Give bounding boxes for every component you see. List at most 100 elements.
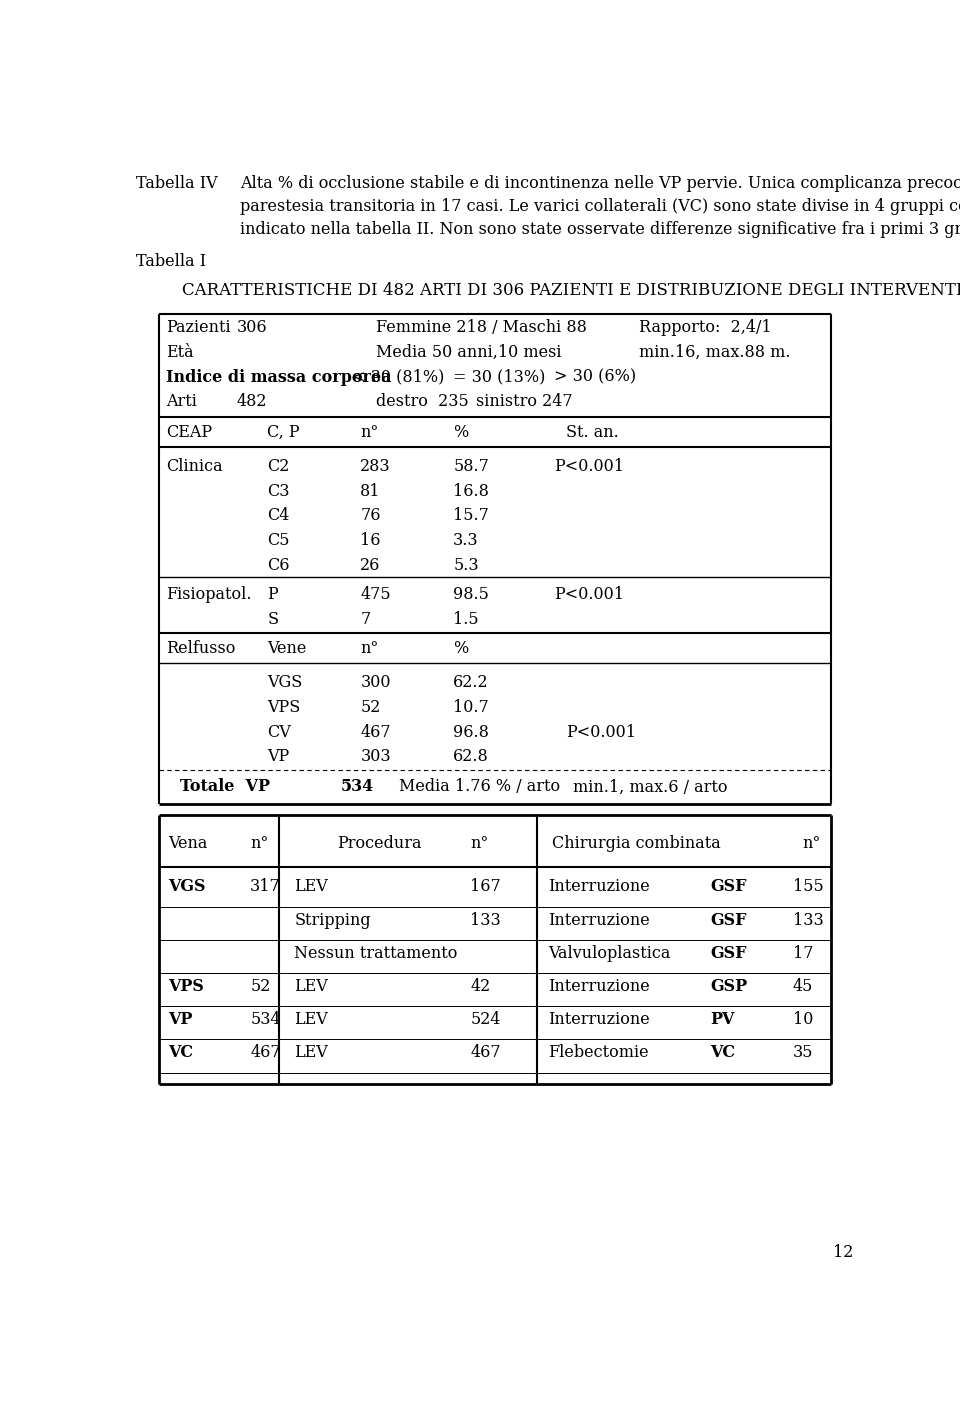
Text: 76: 76	[360, 507, 381, 524]
Text: 155: 155	[793, 879, 824, 896]
Text: Clinica: Clinica	[166, 459, 223, 476]
Text: GSF: GSF	[710, 911, 747, 928]
Text: GSF: GSF	[710, 879, 747, 896]
Text: Età: Età	[166, 345, 194, 362]
Text: VP: VP	[267, 749, 290, 765]
Text: P: P	[267, 585, 278, 602]
Text: n°: n°	[360, 424, 378, 441]
Text: Rapporto:  2,4/1: Rapporto: 2,4/1	[639, 319, 772, 336]
Text: 1.5: 1.5	[453, 611, 479, 628]
Text: Interruzione: Interruzione	[548, 978, 650, 995]
Text: Nessun trattamento: Nessun trattamento	[295, 944, 458, 961]
Text: P<0.001: P<0.001	[565, 723, 636, 740]
Text: 7: 7	[360, 611, 371, 628]
Text: 98.5: 98.5	[453, 585, 490, 602]
Text: n°: n°	[470, 836, 489, 853]
Text: sinistro 247: sinistro 247	[476, 393, 573, 410]
Text: C4: C4	[267, 507, 290, 524]
Text: Pazienti: Pazienti	[166, 319, 231, 336]
Text: 3.3: 3.3	[453, 533, 479, 550]
Text: 52: 52	[251, 978, 271, 995]
Text: 10: 10	[793, 1011, 813, 1028]
Text: min.16, max.88 m.: min.16, max.88 m.	[639, 345, 791, 362]
Text: 133: 133	[470, 911, 501, 928]
Text: LEV: LEV	[295, 879, 328, 896]
Text: 133: 133	[793, 911, 824, 928]
Text: CEAP: CEAP	[166, 424, 212, 441]
Text: 81: 81	[360, 483, 381, 500]
Text: Tabella I: Tabella I	[135, 253, 205, 271]
Text: CARATTERISTICHE DI 482 ARTI DI 306 PAZIENTI E DISTRIBUZIONE DEGLI INTERVENTI.: CARATTERISTICHE DI 482 ARTI DI 306 PAZIE…	[182, 282, 960, 299]
Text: Flebectomie: Flebectomie	[548, 1044, 649, 1061]
Text: 45: 45	[793, 978, 813, 995]
Text: min.1, max.6 / arto: min.1, max.6 / arto	[573, 779, 728, 796]
Text: 52: 52	[360, 699, 380, 716]
Text: Tabella IV: Tabella IV	[135, 175, 217, 192]
Text: 482: 482	[236, 393, 267, 410]
Text: C5: C5	[267, 533, 290, 550]
Text: Chirurgia combinata: Chirurgia combinata	[552, 836, 721, 853]
Text: 467: 467	[360, 723, 391, 740]
Text: 534: 534	[251, 1011, 281, 1028]
Text: St. an.: St. an.	[565, 424, 618, 441]
Text: 300: 300	[360, 675, 391, 692]
Text: Relfusso: Relfusso	[166, 639, 236, 656]
Text: VGS: VGS	[168, 879, 205, 896]
Text: 15.7: 15.7	[453, 507, 490, 524]
Text: Stripping: Stripping	[295, 911, 371, 928]
Text: < 30 (81%): < 30 (81%)	[352, 369, 444, 386]
Text: Vena: Vena	[168, 836, 207, 853]
Text: 467: 467	[251, 1044, 281, 1061]
Text: Media 50 anni,10 mesi: Media 50 anni,10 mesi	[375, 345, 562, 362]
Text: GSP: GSP	[710, 978, 748, 995]
Text: 475: 475	[360, 585, 391, 602]
Text: %: %	[453, 639, 468, 656]
Text: 5.3: 5.3	[453, 557, 479, 574]
Text: 26: 26	[360, 557, 380, 574]
Text: 306: 306	[236, 319, 267, 336]
Text: 12: 12	[833, 1245, 853, 1262]
Text: > 30 (6%): > 30 (6%)	[554, 369, 636, 386]
Text: 524: 524	[470, 1011, 501, 1028]
Text: 16.8: 16.8	[453, 483, 490, 500]
Text: 303: 303	[360, 749, 391, 765]
Text: indicato nella tabella II. Non sono state osservate differenze significative fra: indicato nella tabella II. Non sono stat…	[240, 221, 960, 238]
Text: C6: C6	[267, 557, 290, 574]
Text: parestesia transitoria in 17 casi. Le varici collaterali (VC) sono state divise : parestesia transitoria in 17 casi. Le va…	[240, 198, 960, 215]
Text: VPS: VPS	[267, 699, 300, 716]
Text: VC: VC	[710, 1044, 735, 1061]
Text: C3: C3	[267, 483, 290, 500]
Text: 17: 17	[793, 944, 813, 961]
Text: 283: 283	[360, 459, 391, 476]
Text: VP: VP	[168, 1011, 192, 1028]
Text: %: %	[453, 424, 468, 441]
Text: 58.7: 58.7	[453, 459, 490, 476]
Text: Interruzione: Interruzione	[548, 911, 650, 928]
Text: Interruzione: Interruzione	[548, 1011, 650, 1028]
Text: 467: 467	[470, 1044, 501, 1061]
Text: GSF: GSF	[710, 944, 747, 961]
Text: Fisiopatol.: Fisiopatol.	[166, 585, 252, 602]
Text: VGS: VGS	[267, 675, 302, 692]
Text: C, P: C, P	[267, 424, 300, 441]
Text: Alta % di occlusione stabile e di incontinenza nelle VP pervie. Unica complicanz: Alta % di occlusione stabile e di incont…	[240, 175, 960, 192]
Text: 62.2: 62.2	[453, 675, 489, 692]
Text: 10.7: 10.7	[453, 699, 489, 716]
Text: S: S	[267, 611, 278, 628]
Text: Media 1.76 % / arto: Media 1.76 % / arto	[399, 779, 560, 796]
Text: Interruzione: Interruzione	[548, 879, 650, 896]
Text: Femmine 218 / Maschi 88: Femmine 218 / Maschi 88	[375, 319, 587, 336]
Text: VPS: VPS	[168, 978, 204, 995]
Text: 42: 42	[470, 978, 491, 995]
Text: 534: 534	[341, 779, 374, 796]
Text: 96.8: 96.8	[453, 723, 490, 740]
Text: C2: C2	[267, 459, 290, 476]
Text: VC: VC	[168, 1044, 193, 1061]
Text: LEV: LEV	[295, 1011, 328, 1028]
Text: = 30 (13%): = 30 (13%)	[453, 369, 545, 386]
Text: CV: CV	[267, 723, 291, 740]
Text: Procedura: Procedura	[337, 836, 421, 853]
Text: 35: 35	[793, 1044, 813, 1061]
Text: P<0.001: P<0.001	[554, 585, 624, 602]
Text: P<0.001: P<0.001	[554, 459, 624, 476]
